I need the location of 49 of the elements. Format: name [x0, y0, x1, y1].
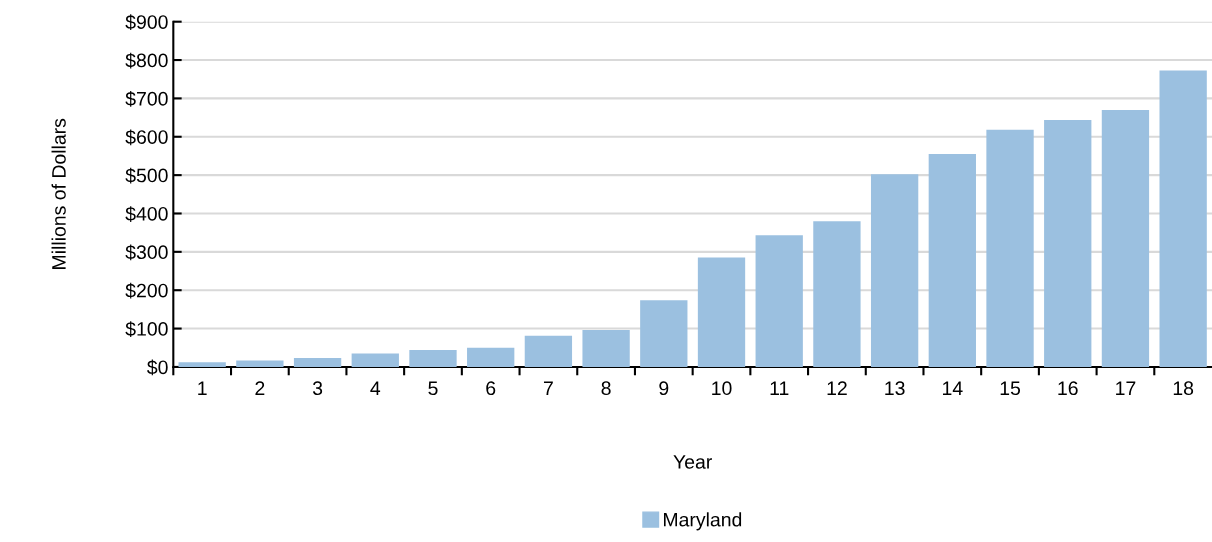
x-axis-title: Year — [673, 455, 712, 469]
bar — [640, 300, 688, 367]
y-tick-label: $500 — [125, 167, 168, 184]
bar — [582, 330, 630, 367]
y-tick-label: $700 — [125, 91, 168, 107]
x-tick-label: 10 — [712, 381, 732, 396]
y-tick-label: $900 — [125, 14, 168, 31]
bar — [467, 347, 515, 367]
y-tick-label: $600 — [125, 129, 168, 146]
legend-label: Maryland — [663, 512, 742, 531]
x-tick-label: 13 — [885, 381, 905, 396]
bar — [351, 353, 399, 367]
x-tick-label: 17 — [1116, 381, 1136, 395]
x-tick-label: 4 — [370, 381, 381, 395]
x-tick-label: 14 — [943, 381, 963, 395]
bar — [1159, 70, 1207, 367]
bar — [870, 174, 919, 367]
bar — [409, 350, 457, 367]
bar — [813, 221, 861, 367]
y-tick-label: $200 — [125, 282, 168, 299]
bar — [755, 235, 803, 367]
x-tick-label: 5 — [428, 381, 438, 396]
x-tick-label: 2 — [255, 381, 265, 395]
y-axis-title: Millions of Dollars — [51, 118, 66, 269]
x-tick-label: 11 — [770, 381, 789, 395]
x-tick-label: 7 — [543, 381, 553, 395]
bar — [293, 358, 342, 367]
y-tick-label: $400 — [125, 206, 168, 222]
y-tick-label: $800 — [125, 52, 168, 69]
y-tick-label: $300 — [125, 244, 168, 261]
bar — [697, 257, 746, 367]
x-tick-label: 6 — [486, 381, 496, 396]
y-tick-label: $0 — [147, 359, 168, 376]
y-tick-label: $100 — [125, 321, 168, 337]
bar — [1044, 119, 1092, 367]
x-tick-label: 1 — [198, 381, 207, 395]
x-tick-label: 8 — [601, 381, 611, 396]
bar — [1101, 109, 1150, 367]
x-tick-label: 18 — [1173, 381, 1194, 396]
x-tick-label: 12 — [827, 381, 847, 395]
x-tick-label: 3 — [312, 381, 323, 396]
bar — [236, 360, 284, 367]
x-tick-label: 16 — [1058, 381, 1078, 396]
bar — [986, 129, 1034, 367]
bar — [524, 335, 573, 367]
x-tick-label: 9 — [659, 381, 669, 396]
bar — [178, 362, 226, 367]
x-tick-label: 15 — [1000, 381, 1021, 396]
bar — [928, 154, 976, 367]
